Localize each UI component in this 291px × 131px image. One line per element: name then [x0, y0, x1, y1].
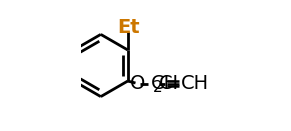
Text: C: C	[159, 74, 173, 93]
Text: Et: Et	[118, 18, 140, 37]
Text: CH: CH	[181, 74, 209, 93]
Text: 2: 2	[153, 80, 163, 95]
Text: CH: CH	[151, 74, 179, 93]
Text: O: O	[130, 74, 145, 93]
